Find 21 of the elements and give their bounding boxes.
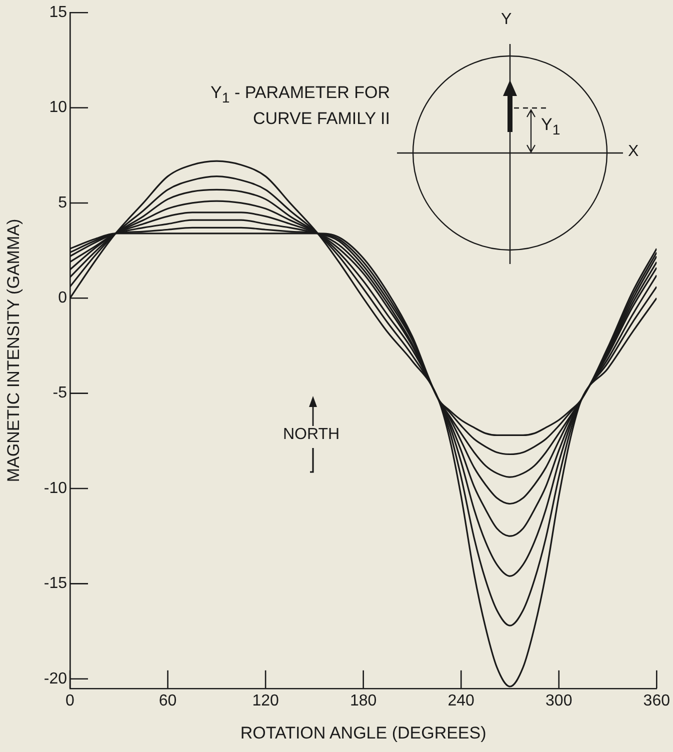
annotation: Y — [501, 10, 512, 30]
annotation: NORTH — [283, 425, 340, 445]
x-tick-label: 120 — [252, 692, 279, 710]
y-axis-title: MAGNETIC INTENSITY (GAMMA) — [4, 218, 23, 482]
y-tick-label: 10 — [49, 99, 68, 116]
annotation: Y$_{1}$ — [541, 114, 560, 140]
y-tick-label: 0 — [58, 290, 68, 307]
annotation: Y$_{1}$ - PARAMETER FOR CURVE FAMILY II — [210, 82, 390, 130]
y-tick-label: -20 — [44, 670, 68, 688]
y-tick-label: 15 — [49, 4, 68, 22]
x-tick-label: 360 — [643, 692, 670, 710]
y-tick-label: -5 — [52, 384, 68, 402]
x-tick-label: 60 — [158, 692, 177, 710]
y-tick-label: 5 — [58, 194, 68, 212]
y-tick-label: -10 — [44, 480, 68, 497]
x-axis-title: ROTATION ANGLE (DEGREES) — [240, 723, 486, 742]
x-tick-label: 300 — [546, 692, 572, 710]
annotation: X — [628, 142, 639, 162]
x-tick-label: 180 — [350, 692, 377, 710]
x-tick-label: 240 — [448, 692, 475, 710]
y-tick-label: -15 — [44, 575, 68, 592]
